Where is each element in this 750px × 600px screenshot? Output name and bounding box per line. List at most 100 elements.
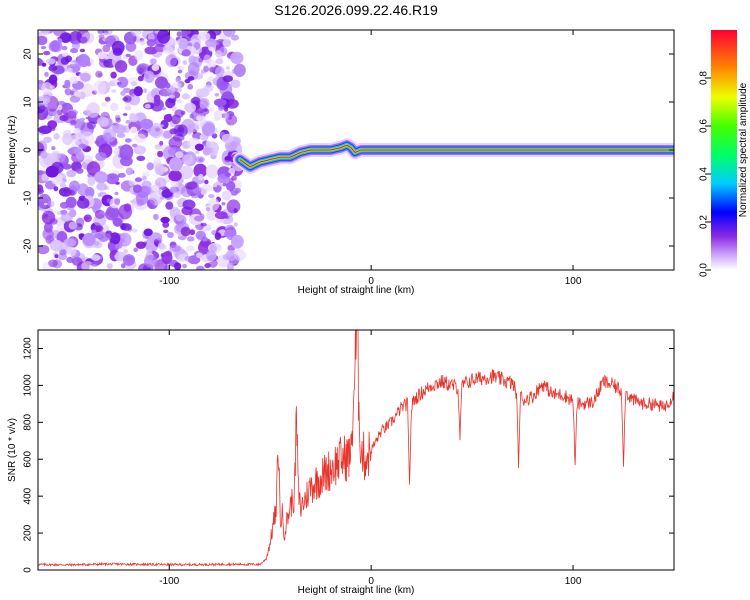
noise-blob [168, 136, 183, 149]
noise-blob [217, 38, 225, 44]
noise-blob [224, 172, 231, 177]
noise-blob [144, 104, 151, 109]
noise-blob [43, 50, 51, 56]
noise-blob [175, 87, 182, 93]
noise-blob [181, 30, 192, 36]
noise-blob [118, 204, 132, 220]
noise-blob [53, 186, 59, 192]
noise-blob [184, 255, 192, 262]
noise-blob [215, 58, 224, 65]
noise-blob [80, 130, 85, 134]
noise-blob [200, 189, 207, 195]
noise-blob [120, 156, 133, 167]
noise-blob [214, 211, 228, 220]
noise-blob [143, 228, 153, 237]
noise-blob [48, 259, 58, 268]
noise-blob [38, 32, 42, 37]
noise-blob [133, 247, 138, 253]
noise-blob [215, 66, 225, 78]
noise-blob [170, 181, 179, 188]
noise-blob [169, 94, 176, 99]
noise-blob [153, 239, 160, 246]
spectrogram-ytick-label: 20 [23, 48, 34, 60]
noise-blob [135, 177, 142, 183]
noise-blob [62, 52, 69, 57]
noise-blob [233, 208, 238, 214]
noise-blob [198, 157, 204, 163]
snr-content [38, 330, 674, 567]
noise-blob [218, 106, 225, 111]
noise-blob [193, 163, 208, 178]
noise-blob [172, 81, 182, 89]
noise-blob [203, 65, 210, 73]
noise-blob [165, 54, 177, 67]
noise-blob [159, 140, 164, 146]
noise-blob [93, 80, 107, 95]
spectrogram-content [38, 30, 674, 270]
noise-blob [51, 146, 56, 151]
noise-blob [187, 62, 200, 76]
noise-blob [106, 198, 111, 203]
noise-blob [222, 182, 227, 187]
noise-blob [130, 199, 136, 204]
noise-blob [208, 76, 214, 82]
noise-blob [106, 205, 120, 218]
noise-blob [228, 254, 240, 265]
noise-blob [195, 230, 206, 240]
noise-blob [95, 70, 103, 78]
noise-blob [111, 89, 117, 93]
figure-title: S126.2026.099.22.46.R19 [274, 2, 438, 18]
noise-blob [223, 112, 230, 119]
noise-blob [119, 144, 134, 161]
noise-blob [230, 79, 241, 88]
noise-blob [182, 263, 188, 269]
noise-blob [213, 98, 227, 107]
noise-blob [60, 212, 73, 222]
noise-blob [141, 175, 147, 181]
noise-blob [47, 200, 55, 207]
spectrogram-xtick-label: -100 [159, 276, 179, 287]
snr-ytick-label: 800 [23, 414, 34, 431]
noise-blob [207, 197, 220, 211]
noise-blob [146, 199, 155, 208]
noise-blob [108, 81, 116, 87]
colorbar-label: Normalized spectral amplitude [738, 82, 749, 217]
noise-blob [56, 211, 62, 216]
noise-blob [175, 214, 184, 222]
noise-blob [142, 171, 151, 177]
noise-blob [121, 263, 126, 269]
noise-blob [137, 75, 144, 82]
noise-blob [38, 35, 48, 46]
noise-blob [165, 201, 174, 210]
noise-blob [51, 150, 61, 160]
noise-blob [97, 51, 107, 60]
noise-blob [111, 251, 117, 256]
noise-blob [230, 51, 244, 65]
noise-blob [222, 39, 232, 47]
noise-blob [221, 202, 226, 206]
noise-blob [228, 99, 239, 109]
noise-blob [206, 210, 217, 221]
noise-blob [112, 47, 123, 56]
colorbar-tick-label: 0.2 [698, 215, 709, 229]
noise-blob [44, 71, 49, 77]
noise-blob [117, 81, 122, 86]
noise-blob [182, 60, 187, 65]
noise-blob [177, 69, 183, 74]
noise-blob [40, 150, 48, 159]
noise-blob [86, 61, 91, 67]
noise-blob [64, 88, 72, 96]
noise-blob [94, 171, 108, 184]
noise-blob [94, 209, 105, 219]
noise-blob [174, 40, 179, 45]
noise-blob [80, 131, 95, 147]
noise-blob [157, 242, 166, 250]
noise-blob [63, 188, 69, 193]
noise-blob [112, 217, 123, 227]
snr-xtick-label: -100 [159, 576, 179, 587]
noise-blob [162, 44, 173, 55]
noise-blob [189, 229, 196, 236]
noise-blob [161, 107, 166, 111]
noise-blob [180, 226, 191, 237]
noise-blob [115, 117, 121, 123]
